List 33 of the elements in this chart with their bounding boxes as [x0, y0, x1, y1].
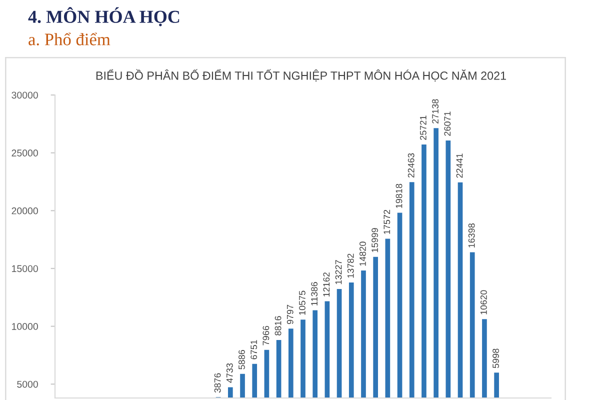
data-label: 19818: [396, 184, 402, 208]
data-label: 10575: [299, 290, 306, 315]
data-label: 11386: [311, 282, 318, 306]
text: 4. MÔN HÓA HỌC: [28, 7, 180, 26]
chart-title: BIỂU ĐỒ PHÂN BỐ ĐIỂM THI TỐT NGHIỆP THPT MÔN HÓA HỌC NĂM 2021: [96, 69, 506, 82]
data-label: 14820: [360, 242, 366, 266]
data-label: 26071: [444, 112, 451, 136]
data-label: 27138: [432, 99, 438, 124]
data-label: 9797: [286, 304, 294, 324]
data-label: 3876: [214, 373, 221, 393]
data-label: 25721: [420, 116, 426, 140]
data-label: 22441: [456, 154, 463, 178]
data-label: 4733: [226, 363, 233, 383]
data-label: 13227: [335, 260, 342, 284]
y-tick-label: 15000: [12, 265, 38, 272]
y-tick-label: 20000: [12, 207, 38, 214]
data-label: 6751: [250, 340, 258, 360]
data-label: 8816: [274, 316, 282, 336]
data-label: 7966: [262, 326, 270, 346]
data-label: 12162: [323, 272, 330, 296]
y-tick-label: 5000: [17, 380, 38, 388]
data-label: 5886: [238, 350, 245, 370]
y-tick-label: 30000: [12, 92, 38, 99]
data-label: 22463: [408, 153, 414, 178]
data-label: 13782: [347, 254, 354, 278]
data-label: 17572: [384, 210, 390, 234]
data-label: 16398: [468, 223, 475, 248]
data-label: 5998: [492, 348, 499, 368]
y-tick-label: 10000: [12, 323, 38, 330]
text: a. Phổ điểm: [28, 32, 110, 46]
y-tick-label: 25000: [12, 150, 38, 156]
data-label: 15999: [372, 228, 378, 252]
data-label: 10620: [480, 290, 487, 314]
